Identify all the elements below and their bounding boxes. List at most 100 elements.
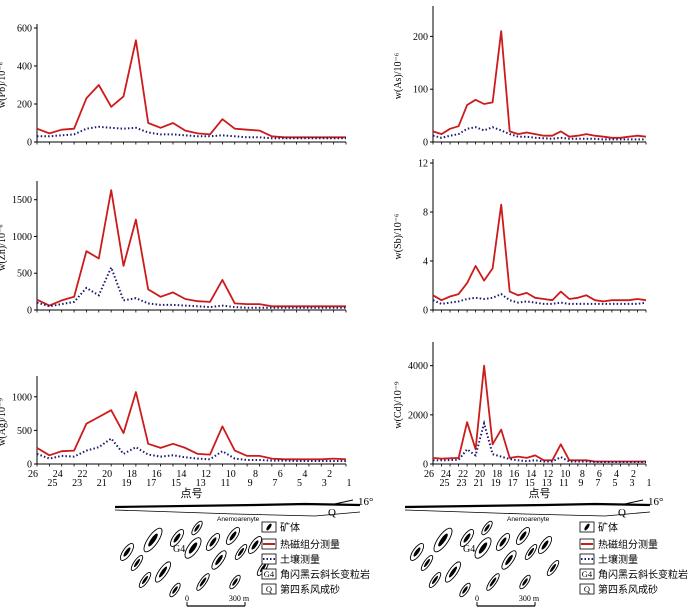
y-tick-label: 4: [423, 257, 428, 268]
x-tick-label: 9: [248, 478, 253, 489]
ore-icon: [266, 523, 272, 531]
scale-start-label: 0: [185, 594, 189, 603]
ore-body-core: [173, 533, 181, 543]
x-tick-label: 21: [474, 478, 484, 489]
x-tick-label: 7: [595, 478, 600, 489]
y-tick-label: 2000: [408, 410, 428, 421]
point-axis-labels-left: 26 24 22 20 18 16 14 12 10 8 6 4 225 23 21 19 17 15 13 11 9 7…: [28, 469, 352, 500]
series-line-heat: [36, 39, 346, 139]
ore-body-core: [522, 578, 528, 586]
ore-body-core: [478, 542, 488, 554]
x-tick-label: 15: [171, 478, 181, 489]
q-label: Q: [328, 507, 336, 519]
series-line-heat: [36, 391, 347, 461]
y-axis-label: w(Cd)/10⁻⁹: [393, 381, 404, 429]
ore-body-core: [423, 558, 431, 568]
y-tick-label: 1000: [12, 232, 32, 243]
series-line-heat: [432, 30, 647, 139]
unit-label: G4: [463, 544, 475, 555]
legend-item-soil: 土壤测量: [579, 553, 638, 566]
legend-label: 土壤测量: [598, 553, 638, 566]
ore-body-core: [237, 547, 245, 557]
y-tick-label: 400: [17, 62, 32, 73]
y-tick-label: 8: [423, 208, 428, 219]
ground-surface: [114, 502, 361, 509]
ore-body-core: [172, 586, 178, 594]
x-tick-label: 13: [542, 478, 552, 489]
x-tick-label: 7: [272, 478, 277, 489]
ore-body-core: [123, 547, 131, 557]
dip-label: 16°: [648, 496, 663, 508]
x-tick-label: 18: [492, 469, 502, 480]
dip-label: 16°: [358, 496, 373, 508]
legend-label: 角闪黑云斜长变粒岩: [280, 568, 370, 581]
ore-body-core: [489, 577, 497, 587]
x-tick-label: 4: [614, 469, 619, 480]
x-tick-label: 19: [491, 478, 501, 489]
series-line-heat: [432, 364, 646, 463]
x-tick-label: 18: [127, 469, 137, 480]
contact-label: Anemoarenyte: [217, 516, 260, 523]
y-tick-label: 100: [413, 85, 428, 96]
legend-item-g4: G4 角闪黑云斜长变粒岩: [261, 568, 370, 581]
scale-start-label: 0: [475, 594, 479, 603]
dip-symbol: [619, 499, 644, 506]
legend-item-g4: G4 角闪黑云斜长变粒岩: [579, 568, 688, 581]
ore-body-core: [188, 542, 198, 554]
cross-section-left: Anemoarenyte Q 16° G4 0 300 m: [114, 496, 373, 607]
x-tick-label: 23: [72, 478, 82, 489]
legend-item-ore: 矿体: [579, 521, 618, 534]
x-axis-title: 点号: [181, 487, 203, 500]
cross-section-right: Anemoarenyte Q 16° G4 0 300 m: [404, 496, 663, 607]
ore-body-core: [141, 575, 149, 585]
x-tick-label: 22: [77, 469, 87, 480]
legend-label: 矿体: [280, 521, 300, 534]
series-line-heat: [36, 189, 346, 308]
x-tick-label: 6: [278, 469, 283, 480]
x-tick-label: 21: [97, 478, 107, 489]
series-line-soil: [433, 419, 646, 463]
x-tick-label: 22: [458, 469, 468, 480]
x-tick-label: 1: [347, 478, 352, 489]
y-tick-label: 500: [17, 269, 32, 280]
legend-swatch-box: [261, 568, 277, 580]
legend-item-soil: 土壤测量: [261, 553, 320, 566]
x-tick-label: 25: [47, 478, 57, 489]
legend-label: 矿体: [598, 521, 618, 534]
y-axis-label: w(Ag)/10⁻⁹: [0, 398, 8, 446]
ore-body-core: [199, 577, 207, 587]
x-tick-label: 12: [201, 469, 211, 480]
y-tick-label: 1000: [12, 392, 32, 403]
x-tick-label: 12: [543, 469, 553, 480]
y-tick-label: 0: [423, 138, 428, 149]
x-tick-label: 25: [440, 478, 450, 489]
ore-body-core: [541, 540, 549, 550]
legend-swatch-box: [261, 553, 277, 565]
legend-label: 第四系风成砂: [598, 583, 658, 596]
legend-label: 土壤测量: [280, 553, 320, 566]
x-tick-label: 20: [102, 469, 112, 480]
x-tick-label: 11: [221, 478, 231, 489]
y-tick-label: 0: [423, 460, 428, 471]
scale-end-label: 300 m: [229, 594, 250, 603]
ore-body-core: [448, 566, 458, 578]
legend-item-ore: 矿体: [261, 521, 300, 534]
x-tick-label: 13: [196, 478, 206, 489]
legend-label: 热磁组分测量: [280, 538, 340, 551]
x-tick-label: 10: [226, 469, 236, 480]
ore-body-core: [133, 558, 141, 568]
x-tick-label: 24: [53, 469, 63, 480]
series-line-soil: [432, 126, 646, 141]
chart-sb: 0 4 8 12 w(Sb)/10⁻⁶: [393, 159, 647, 317]
legend-label: 第四系风成砂: [280, 583, 340, 596]
chart-as: 0 100 200 w(As)/10⁻⁶: [393, 6, 647, 149]
y-tick-label: 200: [17, 100, 32, 111]
x-tick-label: 19: [122, 478, 132, 489]
x-tick-label: 11: [559, 478, 569, 489]
y-tick-label: 0: [27, 306, 32, 317]
y-tick-label: 600: [17, 24, 32, 35]
x-tick-label: 16: [509, 469, 519, 480]
x-tick-label: 3: [322, 478, 327, 489]
